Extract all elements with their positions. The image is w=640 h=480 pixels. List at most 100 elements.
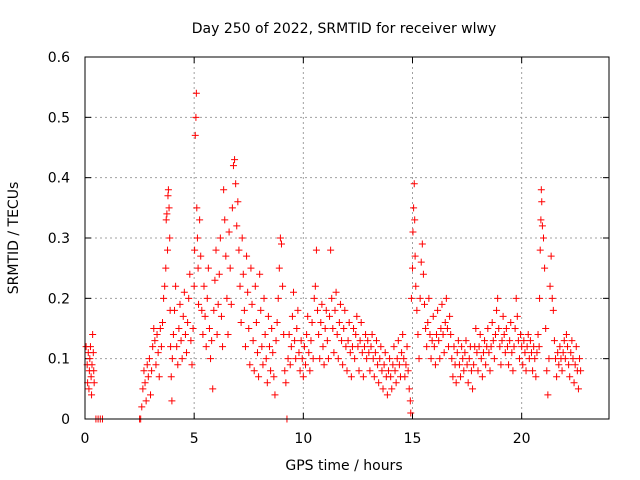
data-point [169,331,177,339]
data-point [370,373,378,381]
data-point [234,198,242,206]
data-point [389,361,397,369]
data-point [87,373,95,381]
data-point [542,325,550,332]
data-point [409,264,416,272]
data-point [216,234,224,242]
data-point [546,282,554,290]
data-point [184,318,192,326]
data-point [564,343,572,351]
data-point [85,385,93,393]
data-point [191,131,199,139]
data-point [550,337,558,345]
data-point [433,331,441,339]
data-point [388,385,396,393]
data-point [198,306,206,314]
data-point [295,349,303,357]
data-point [555,361,563,369]
data-point [513,312,521,320]
data-point [529,367,537,375]
data-point [559,349,567,357]
data-point [162,216,170,224]
data-point [192,89,200,97]
data-point [345,318,353,326]
data-point [156,325,164,332]
x-tick-label: 0 [81,431,90,447]
x-tick-label: 20 [513,431,531,447]
data-point [430,343,438,351]
data-point [192,113,200,121]
data-point [403,343,411,351]
data-point [329,325,337,332]
data-point [376,355,384,363]
data-point [274,294,282,302]
data-points [82,89,585,423]
data-point [364,337,372,345]
data-point [287,343,295,351]
data-point [460,367,468,375]
data-point [535,343,543,351]
data-point [229,162,237,170]
data-point [541,264,549,272]
data-point [417,258,425,266]
data-point [465,355,473,363]
data-point [247,264,255,272]
x-axis-label: GPS time / hours [285,458,402,474]
data-point [286,361,294,369]
data-point [540,234,547,242]
data-point [571,361,579,369]
data-point [481,337,489,345]
data-point [544,391,552,399]
data-point [524,331,532,339]
data-point [140,367,148,375]
data-point [470,361,478,369]
data-point [352,331,360,339]
data-point [302,361,310,369]
data-point [166,234,174,242]
data-point [189,325,197,332]
data-point [300,343,308,351]
data-point [240,306,248,314]
data-point [268,325,276,332]
axis-ticks: 0 0.1 0.2 0.3 0.4 0.5 0.6 0 5 10 15 20 [48,50,609,447]
data-point [508,349,516,357]
data-point [520,337,528,345]
y-tick-label: 0.5 [48,110,70,126]
data-point [463,361,471,369]
data-point [173,343,181,351]
data-point [484,325,492,332]
y-tick-label: 0.6 [48,50,70,66]
data-point [495,325,503,332]
plot-frame [84,56,610,420]
data-point [510,343,518,351]
data-point [243,252,251,260]
data-point [257,306,265,314]
data-point [422,325,430,332]
data-point [446,312,454,320]
data-point [228,204,236,212]
data-point [168,355,176,363]
data-point [210,306,218,314]
data-point [568,337,576,345]
data-point [241,343,249,351]
data-point [547,252,555,260]
data-point [343,367,351,375]
data-point [506,337,514,345]
data-point [211,276,219,284]
data-point [386,355,394,363]
data-point [346,349,354,357]
data-point [308,318,316,326]
data-point [356,337,364,345]
data-point [264,312,272,320]
data-point [294,306,302,314]
data-point [439,331,447,339]
data-point [281,367,289,375]
data-point [304,312,312,320]
data-point [517,331,525,339]
data-point [515,355,523,363]
data-point [203,294,211,302]
data-point [207,355,215,363]
data-point [327,246,335,254]
data-point [548,294,556,302]
data-point [413,306,421,314]
